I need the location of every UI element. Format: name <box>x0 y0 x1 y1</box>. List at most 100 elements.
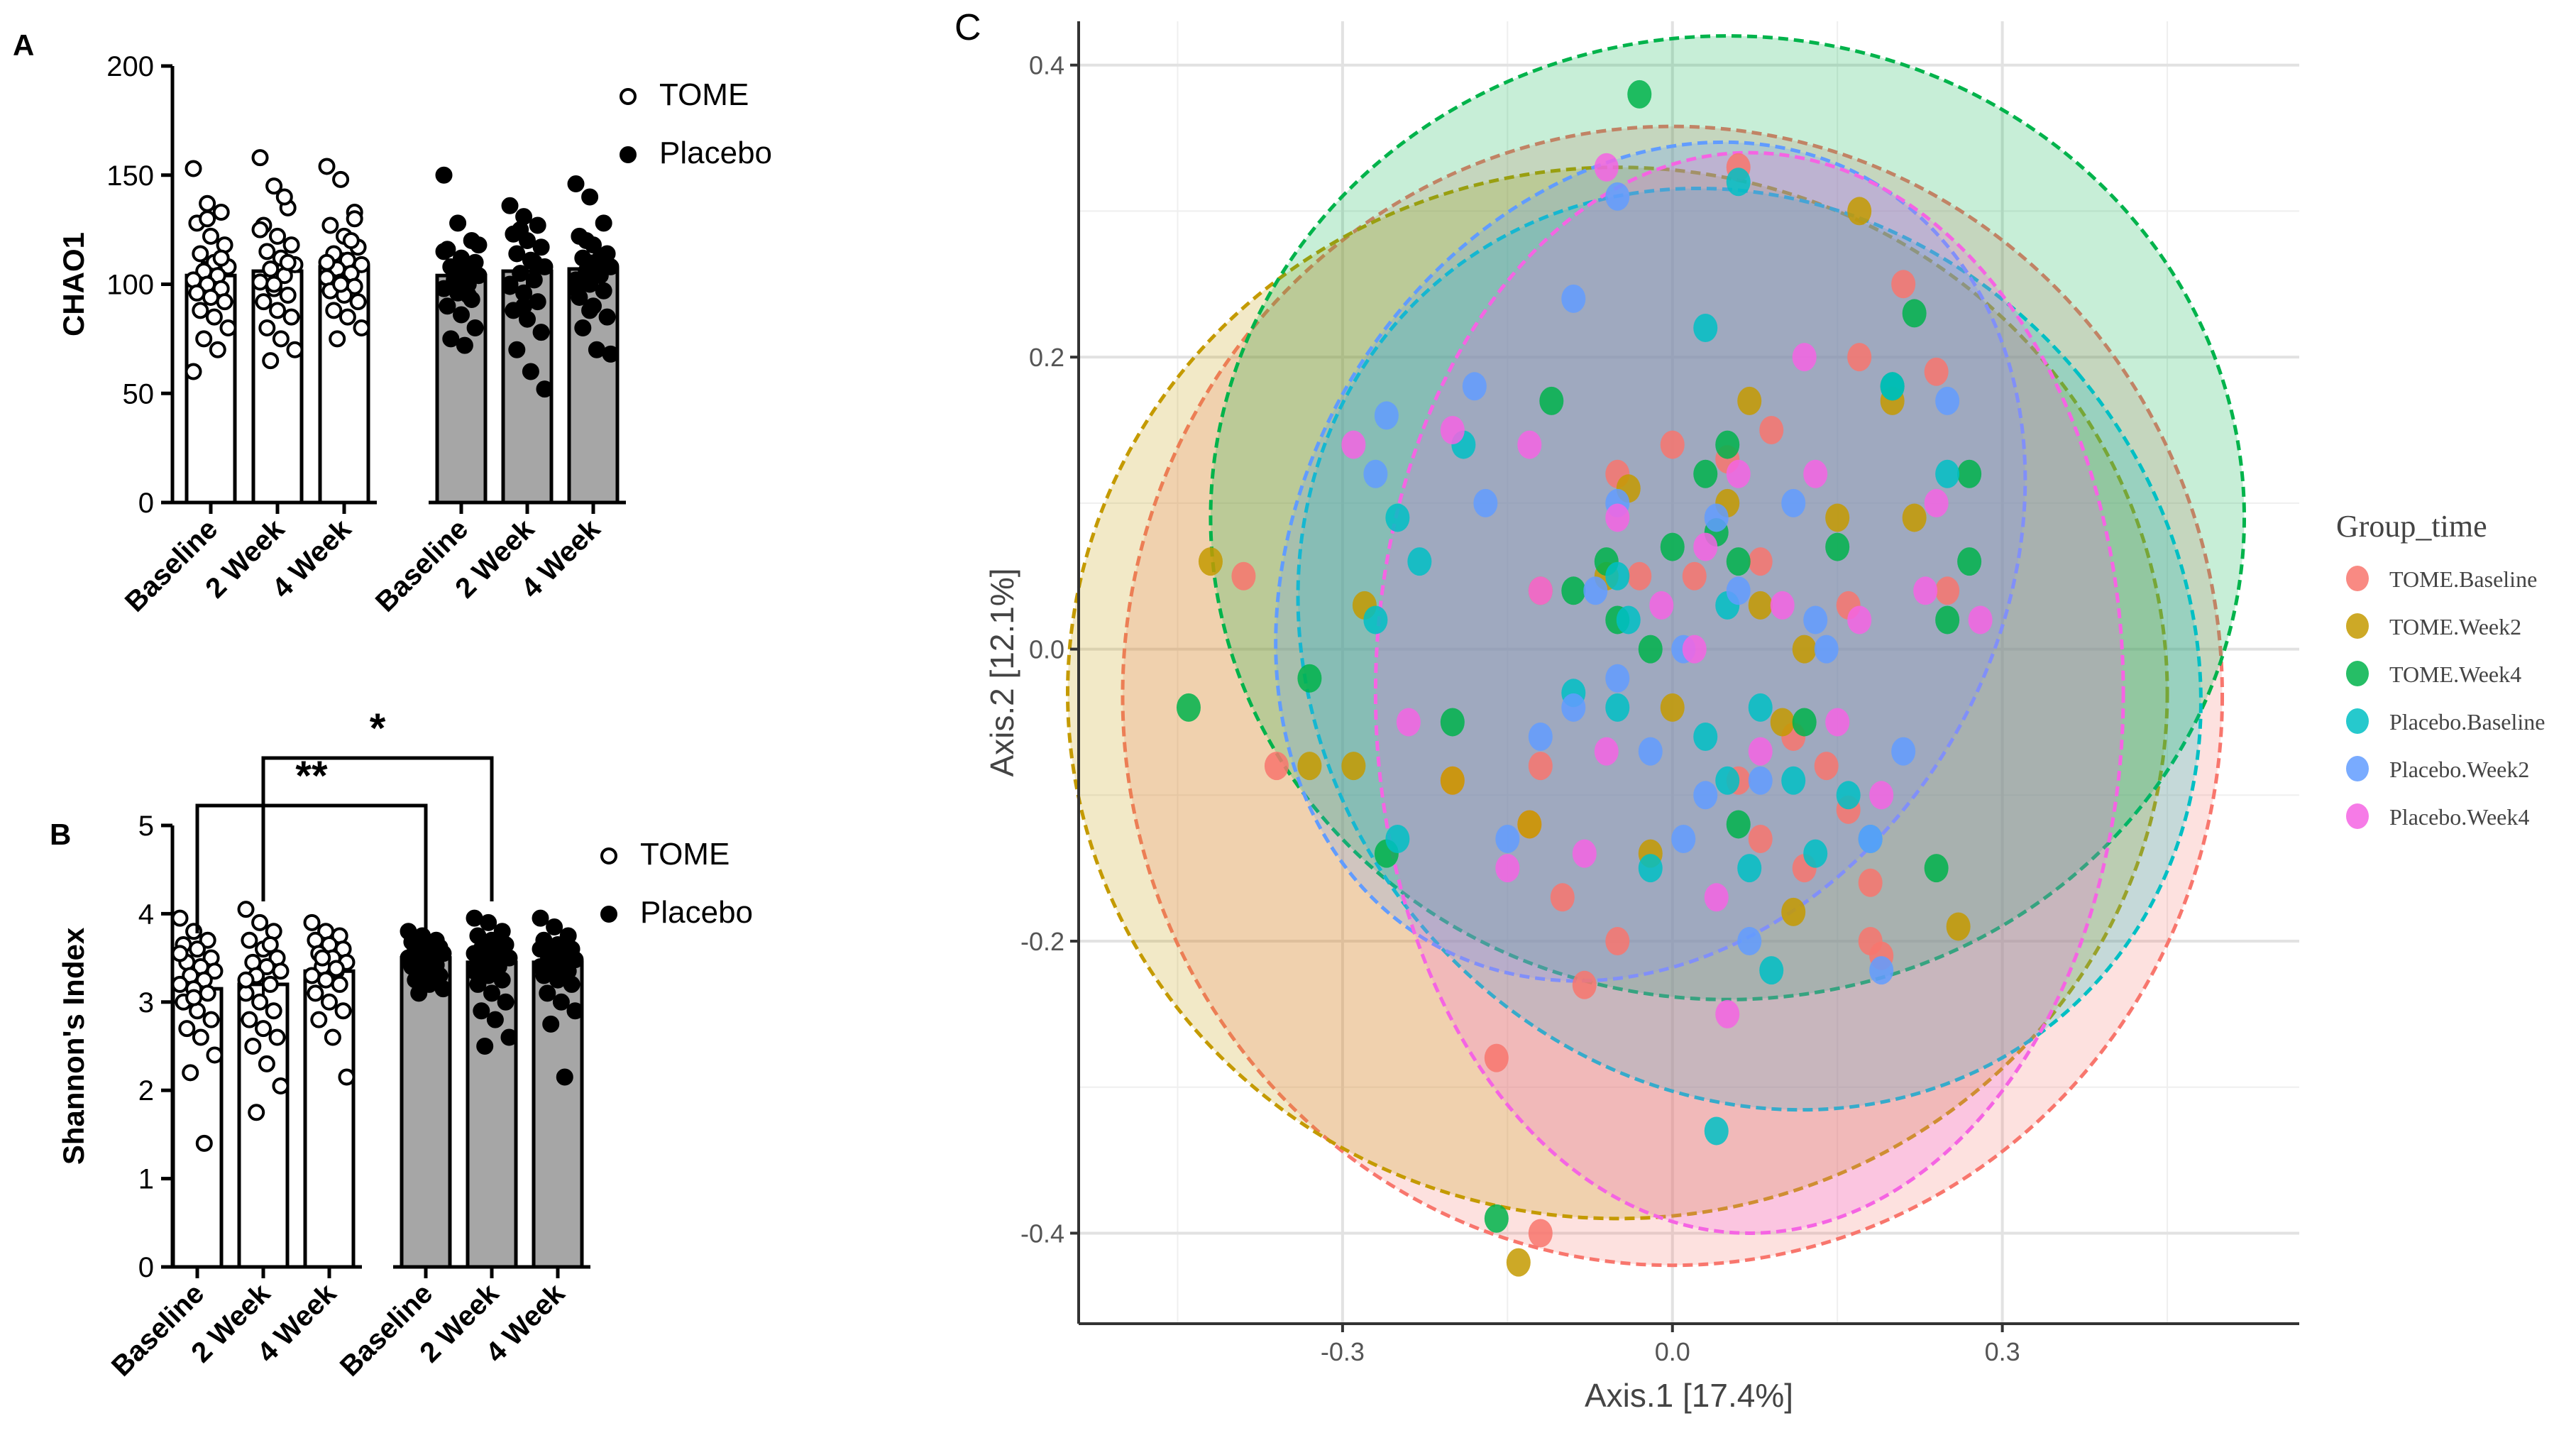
b-legend-marker-0 <box>600 847 617 864</box>
a-y-tick-label: 0 <box>138 488 154 519</box>
c-point-4 <box>1935 386 1960 415</box>
b-data-point <box>171 909 189 927</box>
b-data-point <box>490 931 507 949</box>
a-data-point <box>529 293 546 311</box>
c-point-2 <box>1484 1204 1509 1233</box>
b-y-tick-label: 2 <box>138 1075 154 1107</box>
a-y-axis-title: CHAO1 <box>57 232 90 336</box>
a-data-point <box>202 227 219 245</box>
a-data-point <box>265 275 283 293</box>
c-point-1 <box>1902 503 1927 532</box>
panel-c-ellipses <box>1066 34 2247 1268</box>
c-point-5 <box>1847 605 1872 635</box>
c-point-4 <box>1726 576 1751 605</box>
a-data-point <box>282 308 300 326</box>
a-data-point <box>338 308 356 326</box>
c-point-0 <box>1814 752 1839 781</box>
a-data-point <box>262 352 280 370</box>
c-point-1 <box>1781 897 1806 926</box>
c-point-3 <box>1748 693 1773 722</box>
b-data-point <box>321 993 338 1011</box>
b-y-axis-title: Shannon's Index <box>57 927 90 1165</box>
b-data-point <box>272 1077 290 1094</box>
a-data-point <box>525 271 543 289</box>
b-data-point <box>486 1011 504 1028</box>
panel-a-legend: TOME Placebo <box>620 77 772 170</box>
c-point-2 <box>1440 708 1465 737</box>
c-point-5 <box>1594 737 1619 766</box>
a-data-point <box>442 330 460 348</box>
c-legend-marker-5 <box>2346 803 2369 829</box>
b-data-point <box>307 984 324 1002</box>
b-data-point <box>476 1038 494 1055</box>
c-legend-label-5: Placebo.Week4 <box>2389 804 2529 830</box>
b-data-point <box>261 935 279 953</box>
b-data-point <box>400 949 417 967</box>
c-point-4 <box>1605 664 1630 693</box>
c-point-3 <box>1715 766 1740 795</box>
c-point-3 <box>1781 766 1806 795</box>
a-data-point <box>449 214 467 232</box>
c-point-0 <box>1847 343 1872 372</box>
c-point-1 <box>1517 810 1542 839</box>
c-point-4 <box>1803 605 1828 635</box>
b-data-point <box>171 945 189 962</box>
panel-c-legend: Group_time TOME.Baseline TOME.Week2 TOME.We… <box>2336 509 2545 830</box>
b-data-point <box>268 1028 286 1046</box>
c-point-1 <box>1198 547 1223 576</box>
c-legend-label-4: Placebo.Week2 <box>2389 757 2529 782</box>
b-data-point <box>466 909 483 927</box>
a-data-point <box>279 253 297 271</box>
c-point-4 <box>1814 635 1839 664</box>
c-point-5 <box>1495 854 1520 883</box>
a-data-point <box>532 238 550 256</box>
c-point-5 <box>1968 605 1993 635</box>
a-data-point <box>286 341 304 358</box>
c-point-5 <box>1341 430 1366 459</box>
b-data-point <box>251 913 269 931</box>
b-data-point <box>199 984 216 1002</box>
a-data-point <box>501 275 519 293</box>
c-point-2 <box>1792 708 1817 737</box>
panel-label-a: A <box>13 28 34 62</box>
c-point-4 <box>1748 766 1773 795</box>
b-data-point <box>241 931 258 949</box>
a-data-point <box>525 253 543 271</box>
c-y-tick-label: 0.2 <box>1029 343 1064 372</box>
a-data-point <box>346 210 363 228</box>
c-x-tick-label: 0.3 <box>1985 1337 2020 1366</box>
b-data-point <box>473 1002 490 1020</box>
c-point-1 <box>1946 912 1971 941</box>
b-data-point <box>171 975 189 993</box>
a-data-point <box>188 284 206 302</box>
c-point-2 <box>1726 810 1751 839</box>
c-point-4 <box>1671 825 1696 854</box>
b-data-point <box>255 1020 272 1038</box>
a-data-point <box>470 236 488 254</box>
a-data-point <box>251 149 269 167</box>
a-data-point <box>192 245 209 263</box>
a-data-point <box>567 280 585 297</box>
c-point-3 <box>1605 693 1630 722</box>
b-data-point <box>539 984 556 1002</box>
b-data-point <box>241 1011 258 1028</box>
a-data-point <box>192 302 209 319</box>
c-point-5 <box>1726 459 1751 488</box>
panel-a-points <box>185 149 620 398</box>
b-data-point <box>493 971 511 989</box>
b-data-point <box>566 1002 584 1020</box>
c-point-3 <box>1726 168 1751 197</box>
a-x-tick-label: Baseline <box>370 513 474 617</box>
b-y-tick-label: 5 <box>138 811 154 842</box>
panel-c-plot-background <box>1079 21 2299 1324</box>
a-data-point <box>205 308 223 326</box>
c-point-2 <box>1638 635 1663 664</box>
b-data-point <box>303 913 321 931</box>
b-data-point <box>469 975 487 993</box>
a-y-tick-label: 50 <box>123 378 155 410</box>
c-ellipse-3 <box>1296 186 2203 1112</box>
b-data-point <box>202 1011 220 1028</box>
c-point-4 <box>1561 284 1586 313</box>
c-point-3 <box>1803 839 1828 868</box>
